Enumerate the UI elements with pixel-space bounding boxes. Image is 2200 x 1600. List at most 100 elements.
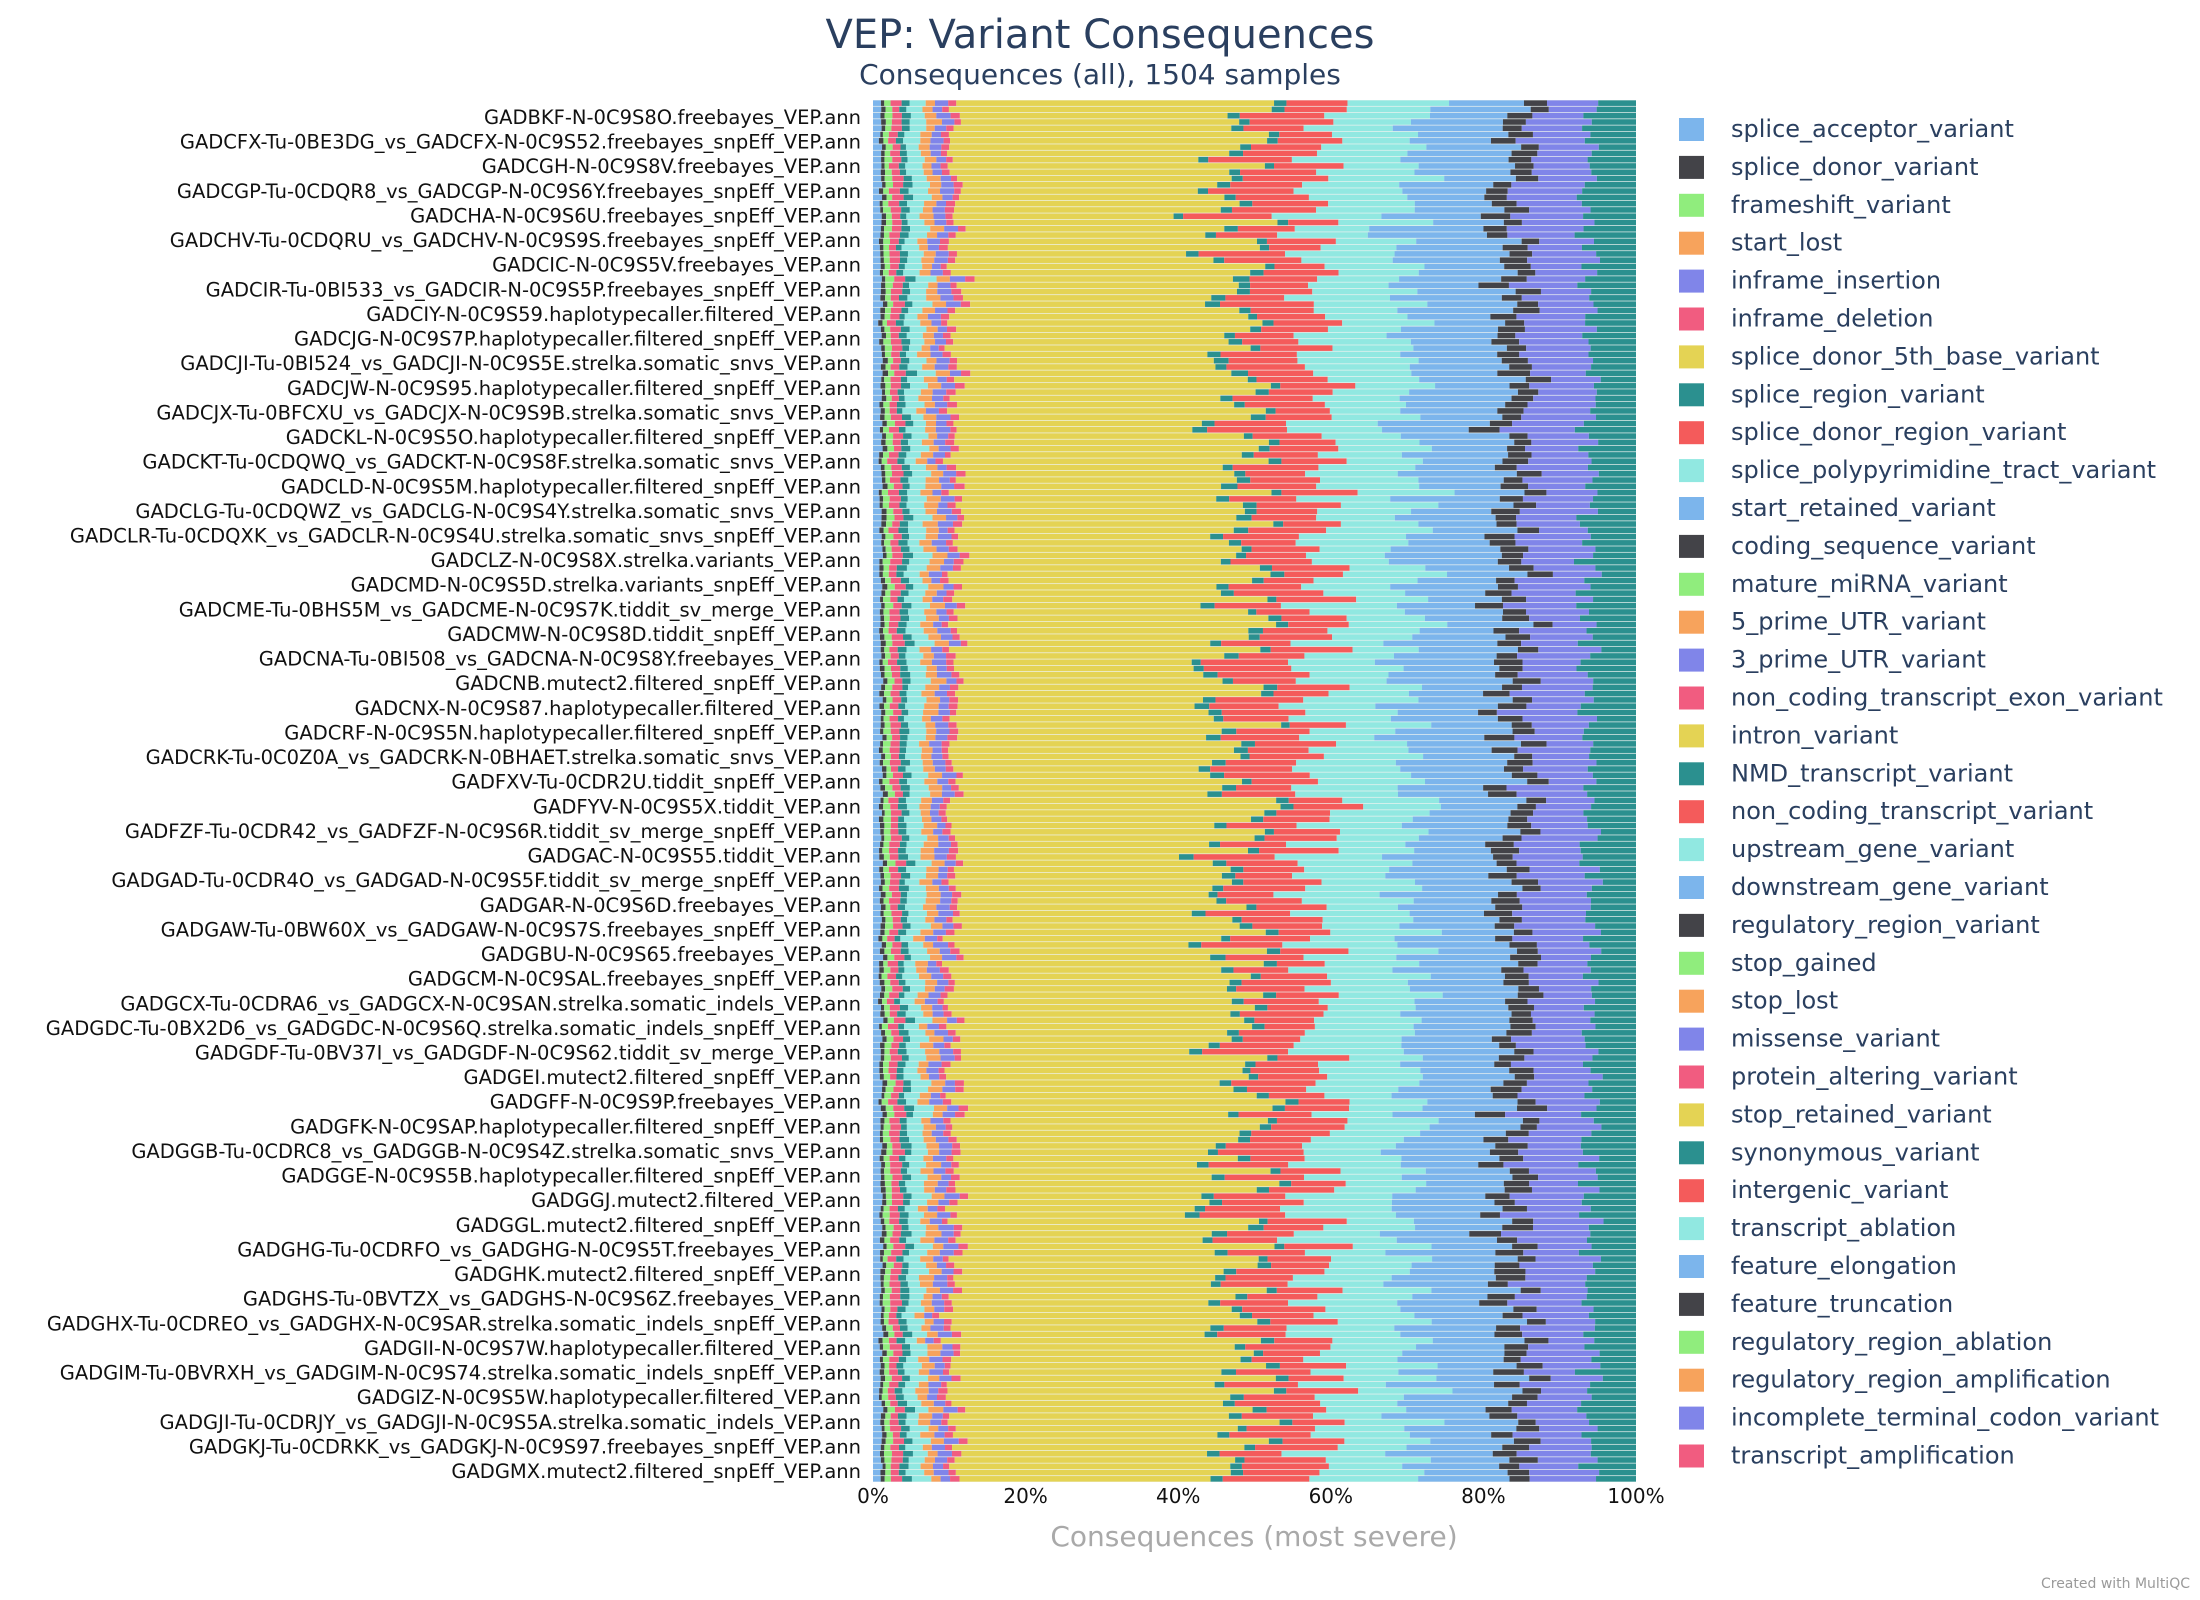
bar-segment-missense_variant[interactable] [1514, 1293, 1587, 1300]
bar-segment-splice_donor_variant[interactable] [880, 1042, 885, 1049]
bar-segment-missense_variant[interactable] [1532, 697, 1594, 703]
bar-segment-intron_variant[interactable] [960, 1149, 1208, 1155]
bar-segment-splice_donor_variant[interactable] [879, 1074, 884, 1080]
bar-segment-non_coding_transcript_exon_variant[interactable] [951, 1331, 962, 1338]
bar-segment-splice_polypyrimidine_tract_variant[interactable] [907, 778, 925, 785]
bar-segment-frameshift_variant[interactable] [883, 1061, 889, 1068]
bar-segment-5_prime_UTR_variant[interactable] [919, 879, 933, 885]
bar-segment-splice_donor_variant[interactable] [879, 527, 884, 534]
bar-segment-splice_donor_variant[interactable] [882, 389, 886, 395]
bar-segment-missense_variant[interactable] [1537, 150, 1592, 157]
bar-segment-5_prime_UTR_variant[interactable] [921, 816, 932, 823]
bar-segment-5_prime_UTR_variant[interactable] [920, 1168, 934, 1174]
bar-segment-intron_variant[interactable] [960, 1350, 1254, 1357]
bar-segment-inframe_deletion[interactable] [889, 477, 901, 483]
bar-segment-5_prime_UTR_variant[interactable] [932, 1017, 948, 1024]
bar-segment-inframe_deletion[interactable] [892, 219, 902, 226]
bar-segment-regulatory_region_variant[interactable] [1483, 225, 1507, 232]
bar-segment-splice_donor_variant[interactable] [879, 1356, 883, 1363]
bar-segment-NMD_transcript_variant[interactable] [1260, 1337, 1275, 1344]
bar-segment-upstream_gene_variant[interactable] [1288, 1048, 1404, 1055]
bar-segment-splice_region_variant[interactable] [896, 269, 904, 276]
bar-segment-inframe_deletion[interactable] [887, 1388, 895, 1394]
bar-segment-non_coding_transcript_exon_variant[interactable] [942, 1004, 948, 1011]
bar-segment-NMD_transcript_variant[interactable] [1277, 219, 1289, 226]
bar-segment-inframe_deletion[interactable] [889, 898, 901, 904]
bar-segment-splice_region_variant[interactable] [896, 1312, 902, 1319]
bar-segment-splice_donor_variant[interactable] [878, 747, 883, 753]
bar-segment-splice_donor_variant[interactable] [880, 879, 885, 885]
bar-segment-non_coding_transcript_variant[interactable] [1271, 1124, 1345, 1130]
bar-segment-splice_donor_variant[interactable] [880, 225, 885, 232]
bar-segment-splice_region_variant[interactable] [902, 1262, 909, 1269]
bar-segment-5_prime_UTR_variant[interactable] [919, 571, 929, 578]
bar-segment-synonymous_variant[interactable] [1594, 1337, 1636, 1344]
bar-segment-upstream_gene_variant[interactable] [1297, 860, 1413, 867]
bar-segment-splice_donor_variant[interactable] [882, 194, 887, 201]
bar-segment-NMD_transcript_variant[interactable] [1214, 822, 1227, 829]
bar-segment-missense_variant[interactable] [1530, 634, 1593, 640]
bar-segment-downstream_gene_variant[interactable] [1411, 1262, 1495, 1269]
bar-segment-3_prime_UTR_variant[interactable] [932, 489, 942, 496]
bar-segment-downstream_gene_variant[interactable] [1409, 138, 1491, 144]
bar-segment-non_coding_transcript_variant[interactable] [1273, 829, 1340, 835]
bar-segment-synonymous_variant[interactable] [1578, 1249, 1636, 1256]
bar-segment-5_prime_UTR_variant[interactable] [926, 565, 941, 571]
bar-segment-splice_acceptor_variant[interactable] [873, 1180, 881, 1187]
bar-segment-frameshift_variant[interactable] [885, 1469, 891, 1476]
bar-segment-missense_variant[interactable] [1547, 1105, 1597, 1112]
bar-segment-regulatory_region_variant[interactable] [1511, 772, 1538, 779]
bar-segment-missense_variant[interactable] [1523, 552, 1594, 559]
bar-segment-inframe_deletion[interactable] [890, 313, 900, 320]
bar-segment-upstream_gene_variant[interactable] [1318, 464, 1416, 471]
bar-segment-splice_region_variant[interactable] [898, 427, 906, 433]
bar-segment-NMD_transcript_variant[interactable] [1255, 389, 1269, 395]
bar-segment-downstream_gene_variant[interactable] [1377, 420, 1490, 427]
bar-segment-intron_variant[interactable] [948, 577, 1253, 584]
bar-segment-regulatory_region_variant[interactable] [1478, 709, 1497, 716]
bar-segment-missense_variant[interactable] [1521, 558, 1574, 565]
bar-segment-upstream_gene_variant[interactable] [1314, 1394, 1404, 1400]
bar-segment-missense_variant[interactable] [1540, 288, 1592, 295]
bar-segment-regulatory_region_variant[interactable] [1522, 885, 1541, 892]
bar-segment-frameshift_variant[interactable] [884, 326, 891, 333]
bar-segment-regulatory_region_variant[interactable] [1511, 150, 1538, 157]
bar-segment-upstream_gene_variant[interactable] [1327, 628, 1420, 634]
legend-item[interactable]: non_coding_transcript_exon_variant [1679, 684, 2163, 712]
bar-segment-inframe_deletion[interactable] [889, 1281, 901, 1287]
bar-segment-frameshift_variant[interactable] [884, 615, 890, 622]
bar-segment-upstream_gene_variant[interactable] [1317, 1293, 1413, 1300]
bar-segment-non_coding_transcript_variant[interactable] [1250, 1155, 1305, 1162]
bar-segment-synonymous_variant[interactable] [1588, 351, 1636, 358]
bar-segment-splice_acceptor_variant[interactable] [873, 584, 883, 590]
bar-segment-splice_polypyrimidine_tract_variant[interactable] [907, 891, 927, 898]
bar-segment-upstream_gene_variant[interactable] [1309, 1476, 1419, 1482]
bar-segment-synonymous_variant[interactable] [1591, 1444, 1636, 1451]
bar-segment-NMD_transcript_variant[interactable] [1222, 678, 1233, 684]
bar-segment-upstream_gene_variant[interactable] [1309, 728, 1396, 735]
bar-segment-frameshift_variant[interactable] [884, 879, 891, 885]
bar-segment-intron_variant[interactable] [964, 514, 1237, 521]
bar-segment-splice_acceptor_variant[interactable] [873, 1111, 883, 1118]
bar-segment-downstream_gene_variant[interactable] [1409, 364, 1510, 370]
bar-segment-non_coding_transcript_variant[interactable] [1263, 1350, 1320, 1357]
bar-segment-non_coding_transcript_variant[interactable] [1219, 1042, 1294, 1049]
bar-segment-frameshift_variant[interactable] [886, 514, 895, 521]
bar-segment-splice_region_variant[interactable] [899, 200, 908, 207]
bar-segment-splice_donor_variant[interactable] [880, 1011, 885, 1017]
bar-segment-5_prime_UTR_variant[interactable] [925, 483, 942, 490]
bar-segment-intron_variant[interactable] [952, 916, 1233, 923]
bar-segment-non_coding_transcript_exon_variant[interactable] [952, 1143, 961, 1149]
bar-segment-upstream_gene_variant[interactable] [1324, 263, 1425, 270]
bar-segment-inframe_deletion[interactable] [891, 125, 902, 132]
bar-segment-3_prime_UTR_variant[interactable] [942, 923, 954, 929]
bar-segment-3_prime_UTR_variant[interactable] [929, 144, 942, 150]
bar-segment-regulatory_region_variant[interactable] [1503, 477, 1523, 483]
bar-segment-downstream_gene_variant[interactable] [1424, 1469, 1508, 1476]
bar-segment-inframe_deletion[interactable] [890, 339, 902, 345]
bar-segment-5_prime_UTR_variant[interactable] [926, 866, 939, 873]
bar-segment-splice_acceptor_variant[interactable] [873, 477, 883, 483]
bar-segment-synonymous_variant[interactable] [1590, 954, 1636, 961]
bar-segment-NMD_transcript_variant[interactable] [1239, 307, 1251, 314]
bar-segment-inframe_deletion[interactable] [894, 445, 902, 452]
